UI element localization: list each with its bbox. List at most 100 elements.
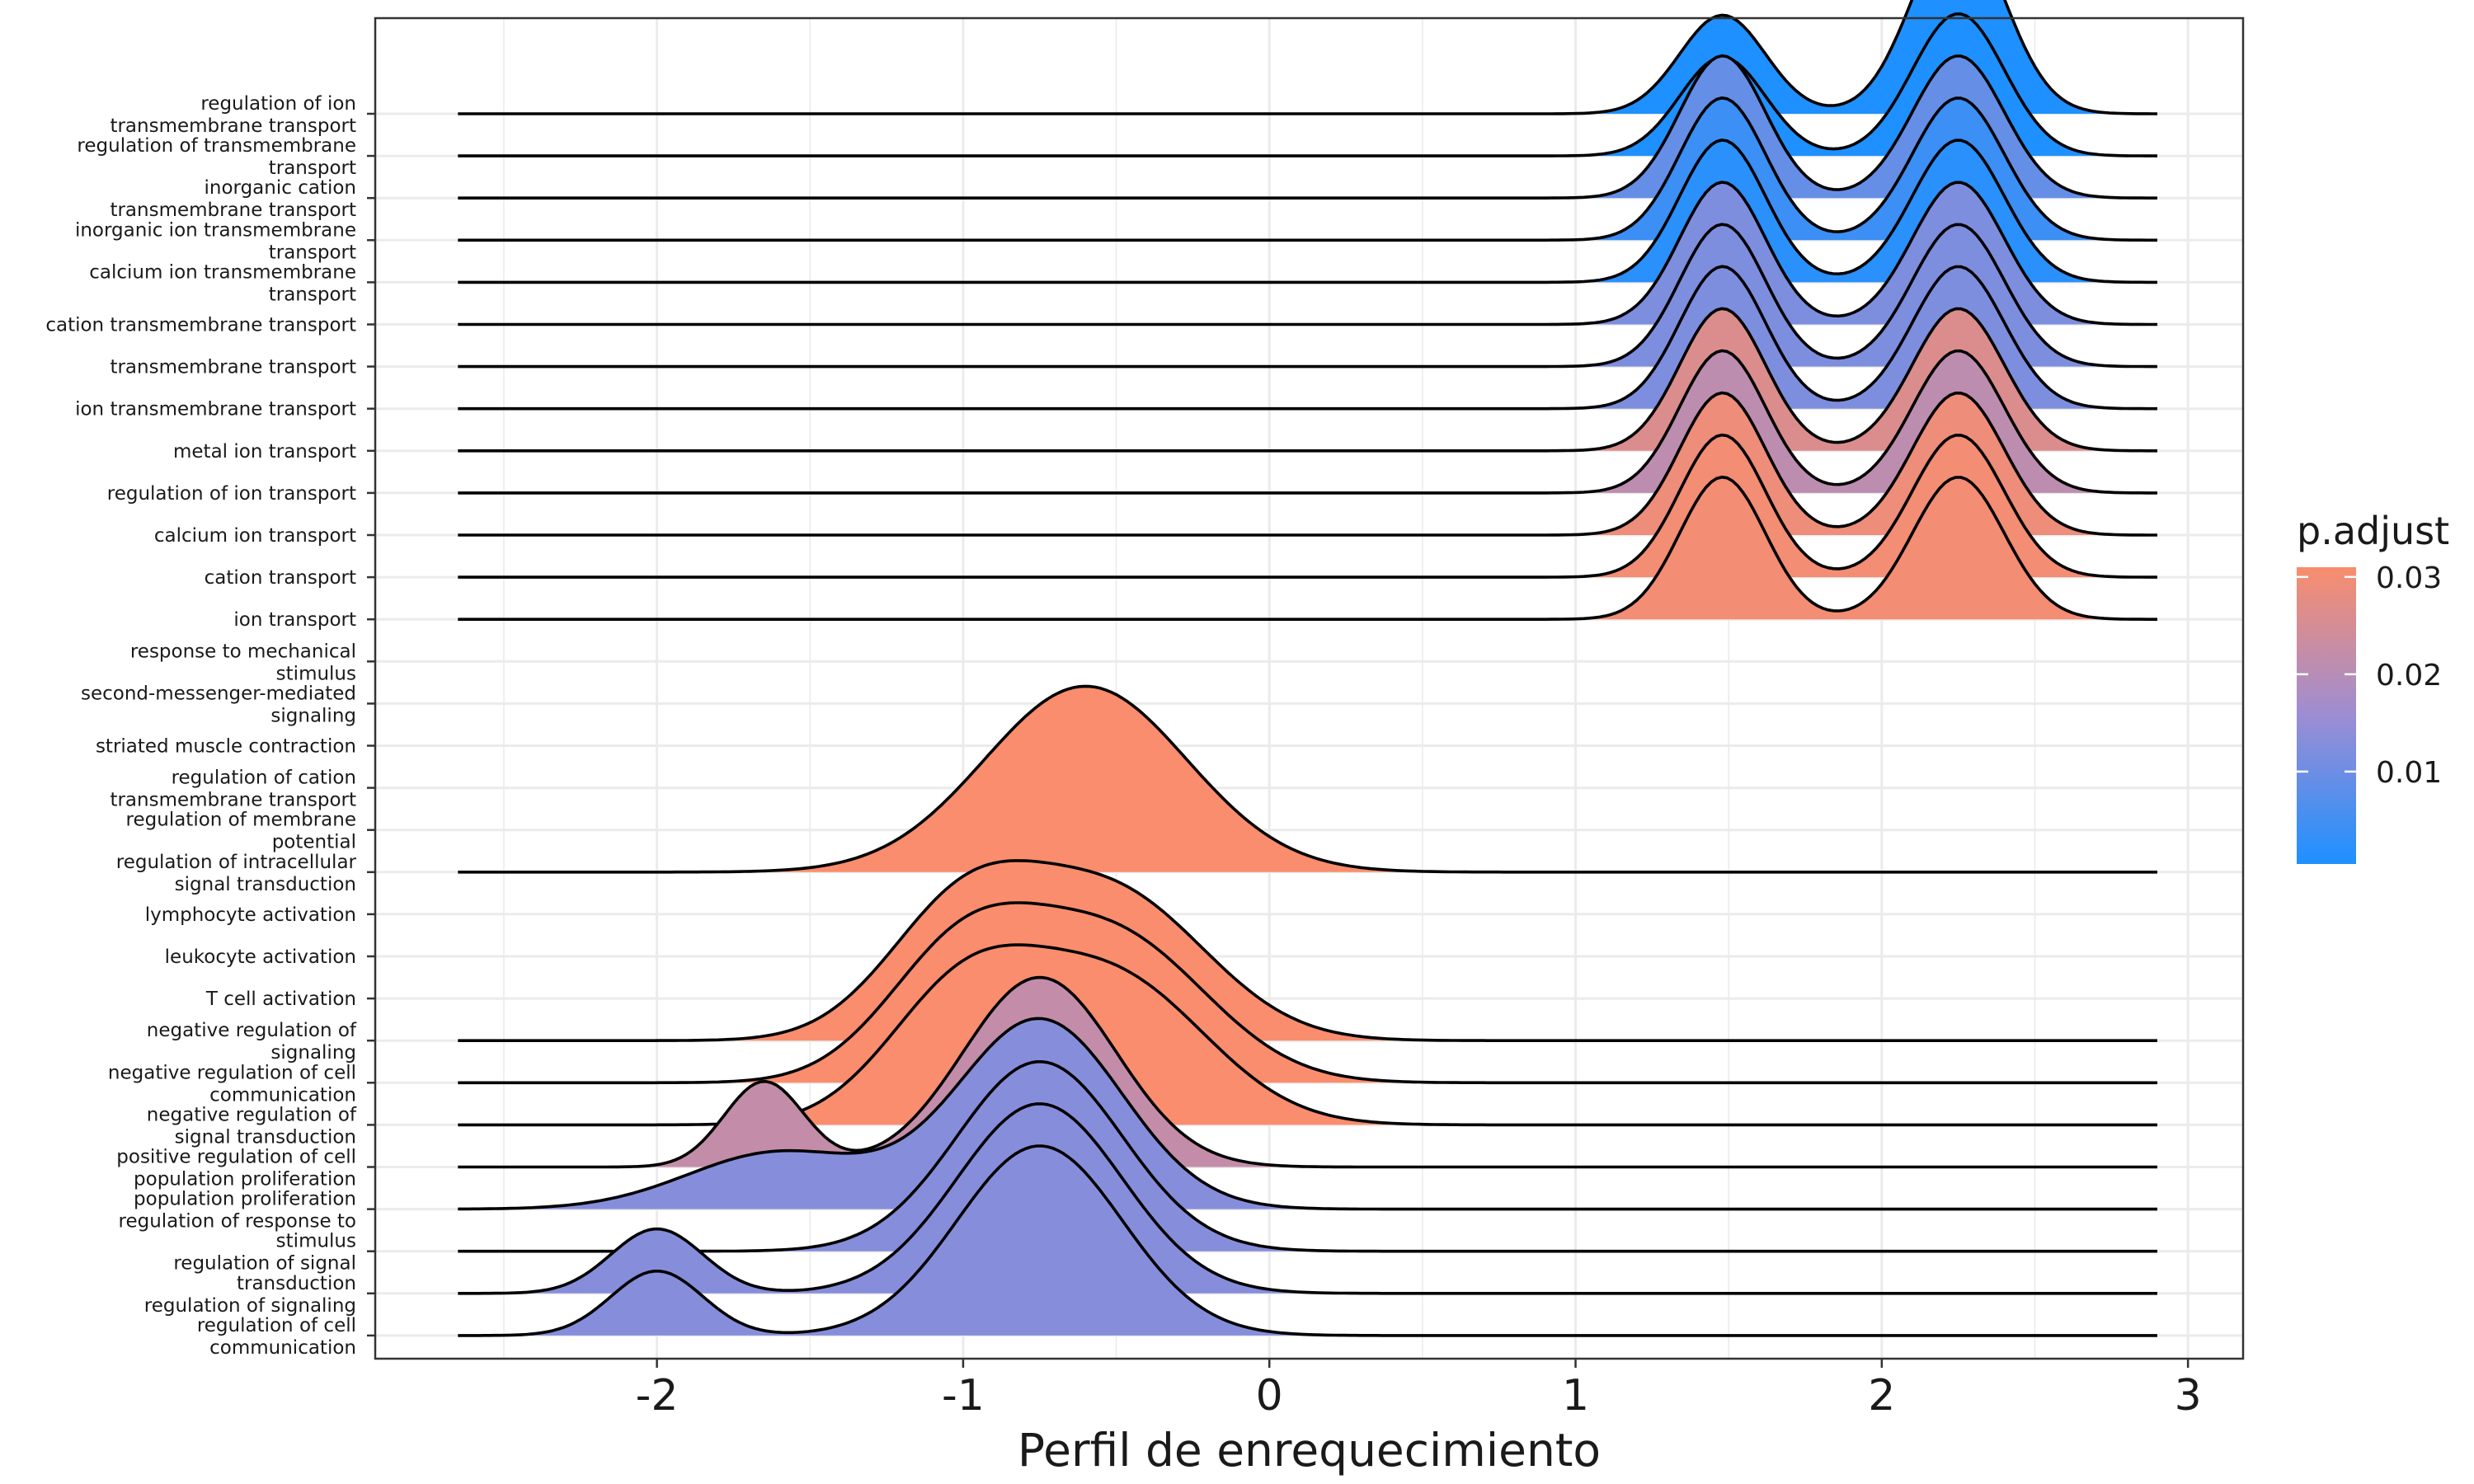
- x-axis: -2 -1 0 1 2 3: [636, 1359, 2202, 1421]
- y-tick-label: ion transmembrane transport: [75, 399, 356, 420]
- ridge-outline: [458, 859, 2157, 1042]
- y-tick-label: T cell activation: [205, 989, 356, 1010]
- y-tick-label-line: population proliferation: [134, 1189, 356, 1210]
- y-tick-label: second-messenger-mediated signaling: [81, 683, 356, 726]
- y-tick-label-line: transport: [269, 157, 356, 179]
- y-tick-label: inorganic cation transmembrane transport: [110, 177, 356, 221]
- x-axis-title: Perfil de enrequecimiento: [1018, 1424, 1601, 1477]
- y-tick-label: stimulus regulation of signal: [173, 1231, 356, 1275]
- y-tick-label: negative regulation of signal transductio…: [147, 1104, 357, 1148]
- ridge-outline: [458, 684, 2157, 874]
- y-tick-label-line: calcium ion transmembrane: [89, 261, 356, 283]
- y-tick-label: regulation of cell communication: [197, 1315, 356, 1359]
- y-tick-label-line: regulation of ion: [200, 93, 356, 115]
- ridge-fill: [458, 860, 2157, 1041]
- y-tick-label: metal ion transport: [173, 441, 356, 463]
- ridge-outline: [458, 181, 2157, 326]
- y-tick-label-line: regulation of transmembrane: [77, 135, 356, 157]
- ridge-fill: [458, 903, 2157, 1083]
- ridge-fill: [458, 477, 2157, 620]
- ridge-outline: [458, 391, 2157, 537]
- legend-ticks: 0.03 0.02 0.01: [2297, 561, 2442, 790]
- ridge-outline: [458, 1144, 2157, 1337]
- y-tick-label-line: transmembrane transport: [110, 200, 356, 221]
- y-tick-label: ion transport: [233, 609, 356, 631]
- color-legend: p.adjust 0.03 0.02 0.01: [2297, 509, 2449, 864]
- ridges: [458, 0, 2157, 1337]
- y-tick-label-line: regulation of response to: [119, 1211, 356, 1233]
- ridge-outline: [458, 265, 2157, 411]
- y-tick-label-line: signaling: [270, 1042, 356, 1064]
- y-tick-label: inorganic ion transmembrane transport: [75, 219, 356, 263]
- ridge-outline: [458, 475, 2157, 621]
- y-tick-label-line: negative regulation of: [147, 1104, 357, 1125]
- y-tick-label: response to mechanical stimulus: [130, 641, 356, 684]
- y-tick-label-line: signal transduction: [175, 1126, 356, 1148]
- y-tick-label-line: population proliferation: [134, 1169, 356, 1190]
- y-tick-label: regulation of ion transmembrane transport: [110, 93, 356, 137]
- y-tick-label: cation transmembrane transport: [45, 315, 356, 336]
- ridge: [458, 684, 2157, 874]
- ridge: [458, 859, 2157, 1042]
- y-tick-label: leukocyte activation: [165, 946, 356, 968]
- ridge-outline: [458, 54, 2157, 200]
- ridge-outline: [458, 1060, 2157, 1253]
- y-tick-label-line: response to mechanical: [130, 641, 356, 662]
- y-tick-label: regulation of intracellular signal transd…: [116, 852, 357, 895]
- x-tick-label: 2: [1868, 1371, 1895, 1421]
- y-tick-label-line: communication: [209, 1084, 356, 1106]
- ridge-outline: [458, 307, 2157, 453]
- y-tick-label-line: stimulus: [276, 1231, 356, 1252]
- ridge-fill: [458, 945, 2157, 1125]
- y-tick-label-line: transmembrane transport: [110, 790, 356, 811]
- ridge-fill: [458, 1146, 2157, 1336]
- y-tick-label-line: potential: [272, 832, 356, 853]
- y-tick-label: transmembrane transport: [110, 357, 356, 378]
- y-tick-label-line: positive regulation of cell: [116, 1147, 356, 1168]
- ridge-outline: [458, 0, 2157, 115]
- x-tick-label: -1: [942, 1371, 985, 1421]
- y-tick-label-line: second-messenger-mediated: [81, 683, 356, 704]
- ridge-fill: [458, 1018, 2157, 1209]
- y-tick-label-line: transport: [269, 284, 356, 305]
- y-tick-label: regulation of cation transmembrane transp…: [110, 768, 356, 811]
- x-tick-label: 1: [1562, 1371, 1589, 1421]
- ridge: [458, 1017, 2157, 1211]
- ridge-outline: [458, 1102, 2157, 1295]
- ridge: [458, 1060, 2157, 1253]
- y-tick-label-line: signaling: [270, 705, 356, 726]
- ridge-outline: [458, 349, 2157, 495]
- legend-tick-label: 0.01: [2376, 756, 2442, 790]
- y-tick-label: cation transport: [205, 567, 356, 589]
- y-tick-label-line: signal transduction: [175, 874, 356, 895]
- y-tick-label-line: inorganic ion transmembrane: [75, 219, 356, 241]
- ridge-fill: [458, 1103, 2157, 1294]
- y-tick-label-line: negative regulation of cell: [108, 1062, 356, 1083]
- ridge-outline: [458, 1017, 2157, 1211]
- ridge-outline: [458, 433, 2157, 579]
- y-tick-label-line: transduction: [237, 1273, 356, 1294]
- ridge: [458, 1144, 2157, 1337]
- y-tick-label: negative regulation of signaling: [147, 1020, 357, 1064]
- y-tick-label-line: communication: [209, 1337, 356, 1359]
- y-tick-label: population proliferation regulation of re…: [119, 1189, 356, 1233]
- x-tick-label: 3: [2175, 1371, 2202, 1421]
- ridge: [458, 901, 2157, 1085]
- y-tick-label: calcium ion transport: [154, 525, 356, 547]
- y-tick-label-line: transport: [269, 242, 356, 263]
- legend-tick-label: 0.02: [2376, 659, 2442, 693]
- y-tick-label-line: regulation of membrane: [126, 810, 356, 831]
- y-tick-label: negative regulation of cell communication: [108, 1062, 356, 1106]
- y-tick-label: regulation of ion transport: [107, 483, 356, 505]
- ridge: [458, 975, 2157, 1169]
- y-tick-label-line: regulation of signal: [173, 1253, 356, 1275]
- y-tick-label-line: transmembrane transport: [110, 115, 356, 137]
- y-tick-label: positive regulation of cell population pr…: [116, 1147, 356, 1190]
- y-tick-label: striated muscle contraction: [96, 736, 356, 758]
- y-axis-labels: regulation of ion transmembrane transport…: [45, 93, 375, 1359]
- y-tick-label-line: regulation of cation: [172, 768, 356, 789]
- ridge-outline: [458, 975, 2157, 1169]
- legend-title: p.adjust: [2297, 509, 2449, 553]
- y-tick-label-line: negative regulation of: [147, 1020, 357, 1041]
